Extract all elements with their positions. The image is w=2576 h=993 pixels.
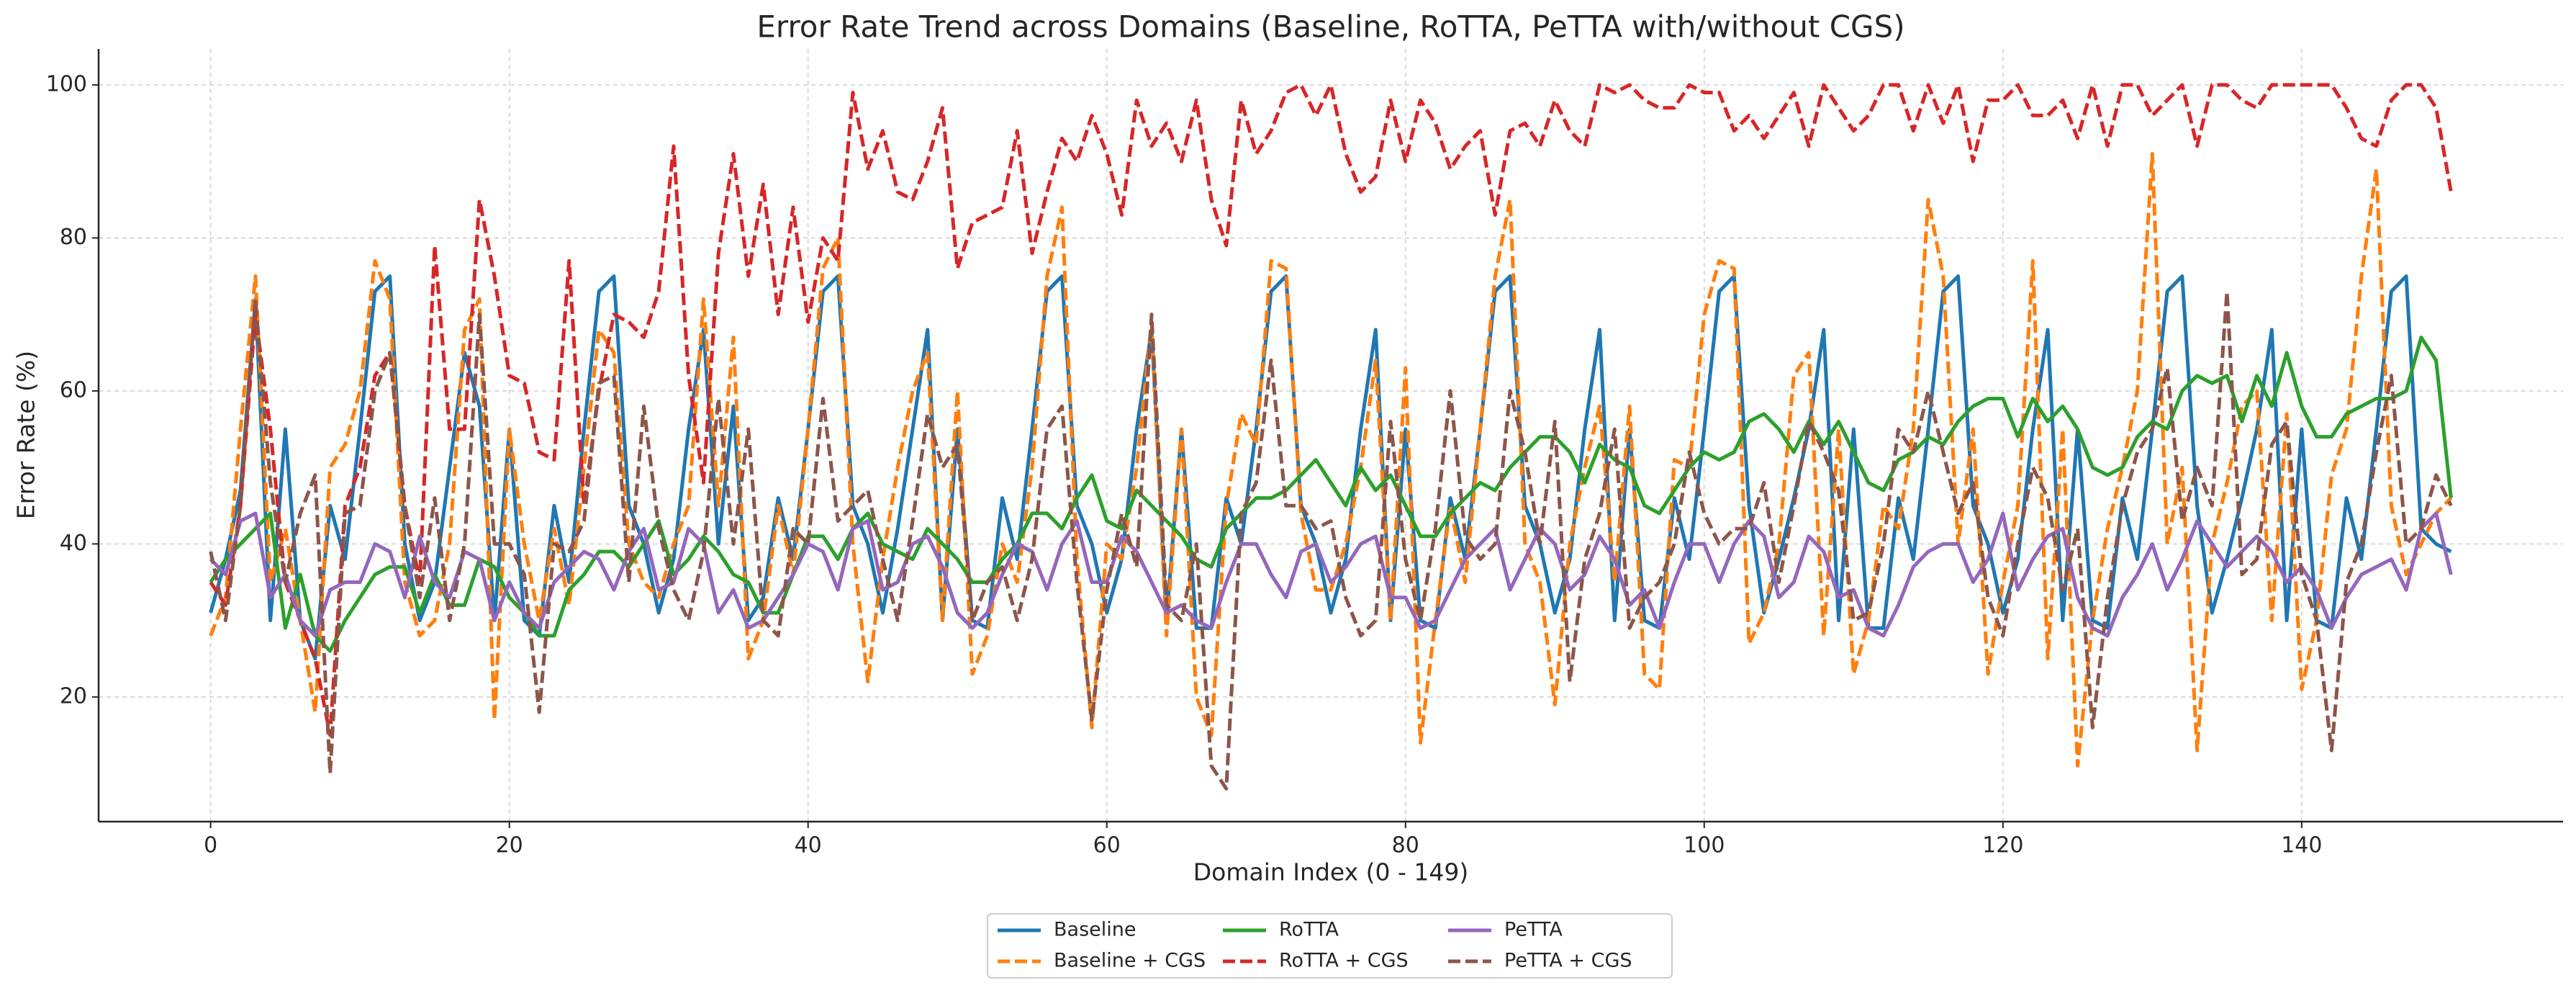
y-axis-label: Error Rate (%) [12, 351, 40, 519]
x-tick-label: 0 [204, 833, 217, 858]
x-tick-label: 100 [1684, 833, 1725, 858]
series-line [209, 152, 2453, 768]
legend-label: PeTTA [1504, 919, 1563, 941]
y-tick-label: 40 [60, 531, 87, 556]
y-tick-label: 20 [60, 683, 87, 709]
x-tick-label: 140 [2281, 833, 2322, 858]
legend: Baseline Baseline + CGS RoTTA RoTTA + CGS Pe… [987, 913, 1673, 979]
series-line [209, 511, 2453, 638]
legend-box [987, 913, 1673, 979]
x-tick-label: 40 [795, 833, 822, 858]
series-line [209, 83, 2453, 737]
plot-lines [209, 83, 2453, 791]
chart-title: Error Rate Trend across Domains (Baselin… [756, 9, 1904, 45]
y-tick-label: 60 [60, 377, 87, 403]
legend-label: Baseline [1054, 919, 1136, 941]
legend-label: PeTTA + CGS [1504, 950, 1632, 972]
legend-label: RoTTA + CGS [1279, 950, 1409, 972]
series-line [209, 336, 2453, 653]
x-tick-label: 120 [1982, 833, 2023, 858]
axes: 0 20 40 60 80 100 120 140 20 40 60 80 100 [46, 49, 2563, 858]
x-tick-label: 80 [1392, 833, 1419, 858]
legend-label: RoTTA [1279, 919, 1339, 941]
x-axis-label: Domain Index (0 - 149) [1193, 858, 1469, 886]
legend-label: Baseline + CGS [1054, 950, 1206, 972]
series-line [209, 289, 2453, 791]
y-tick-label: 80 [60, 225, 87, 250]
y-tick-label: 100 [46, 71, 87, 96]
x-tick-label: 60 [1093, 833, 1121, 858]
x-tick-label: 20 [496, 833, 523, 858]
